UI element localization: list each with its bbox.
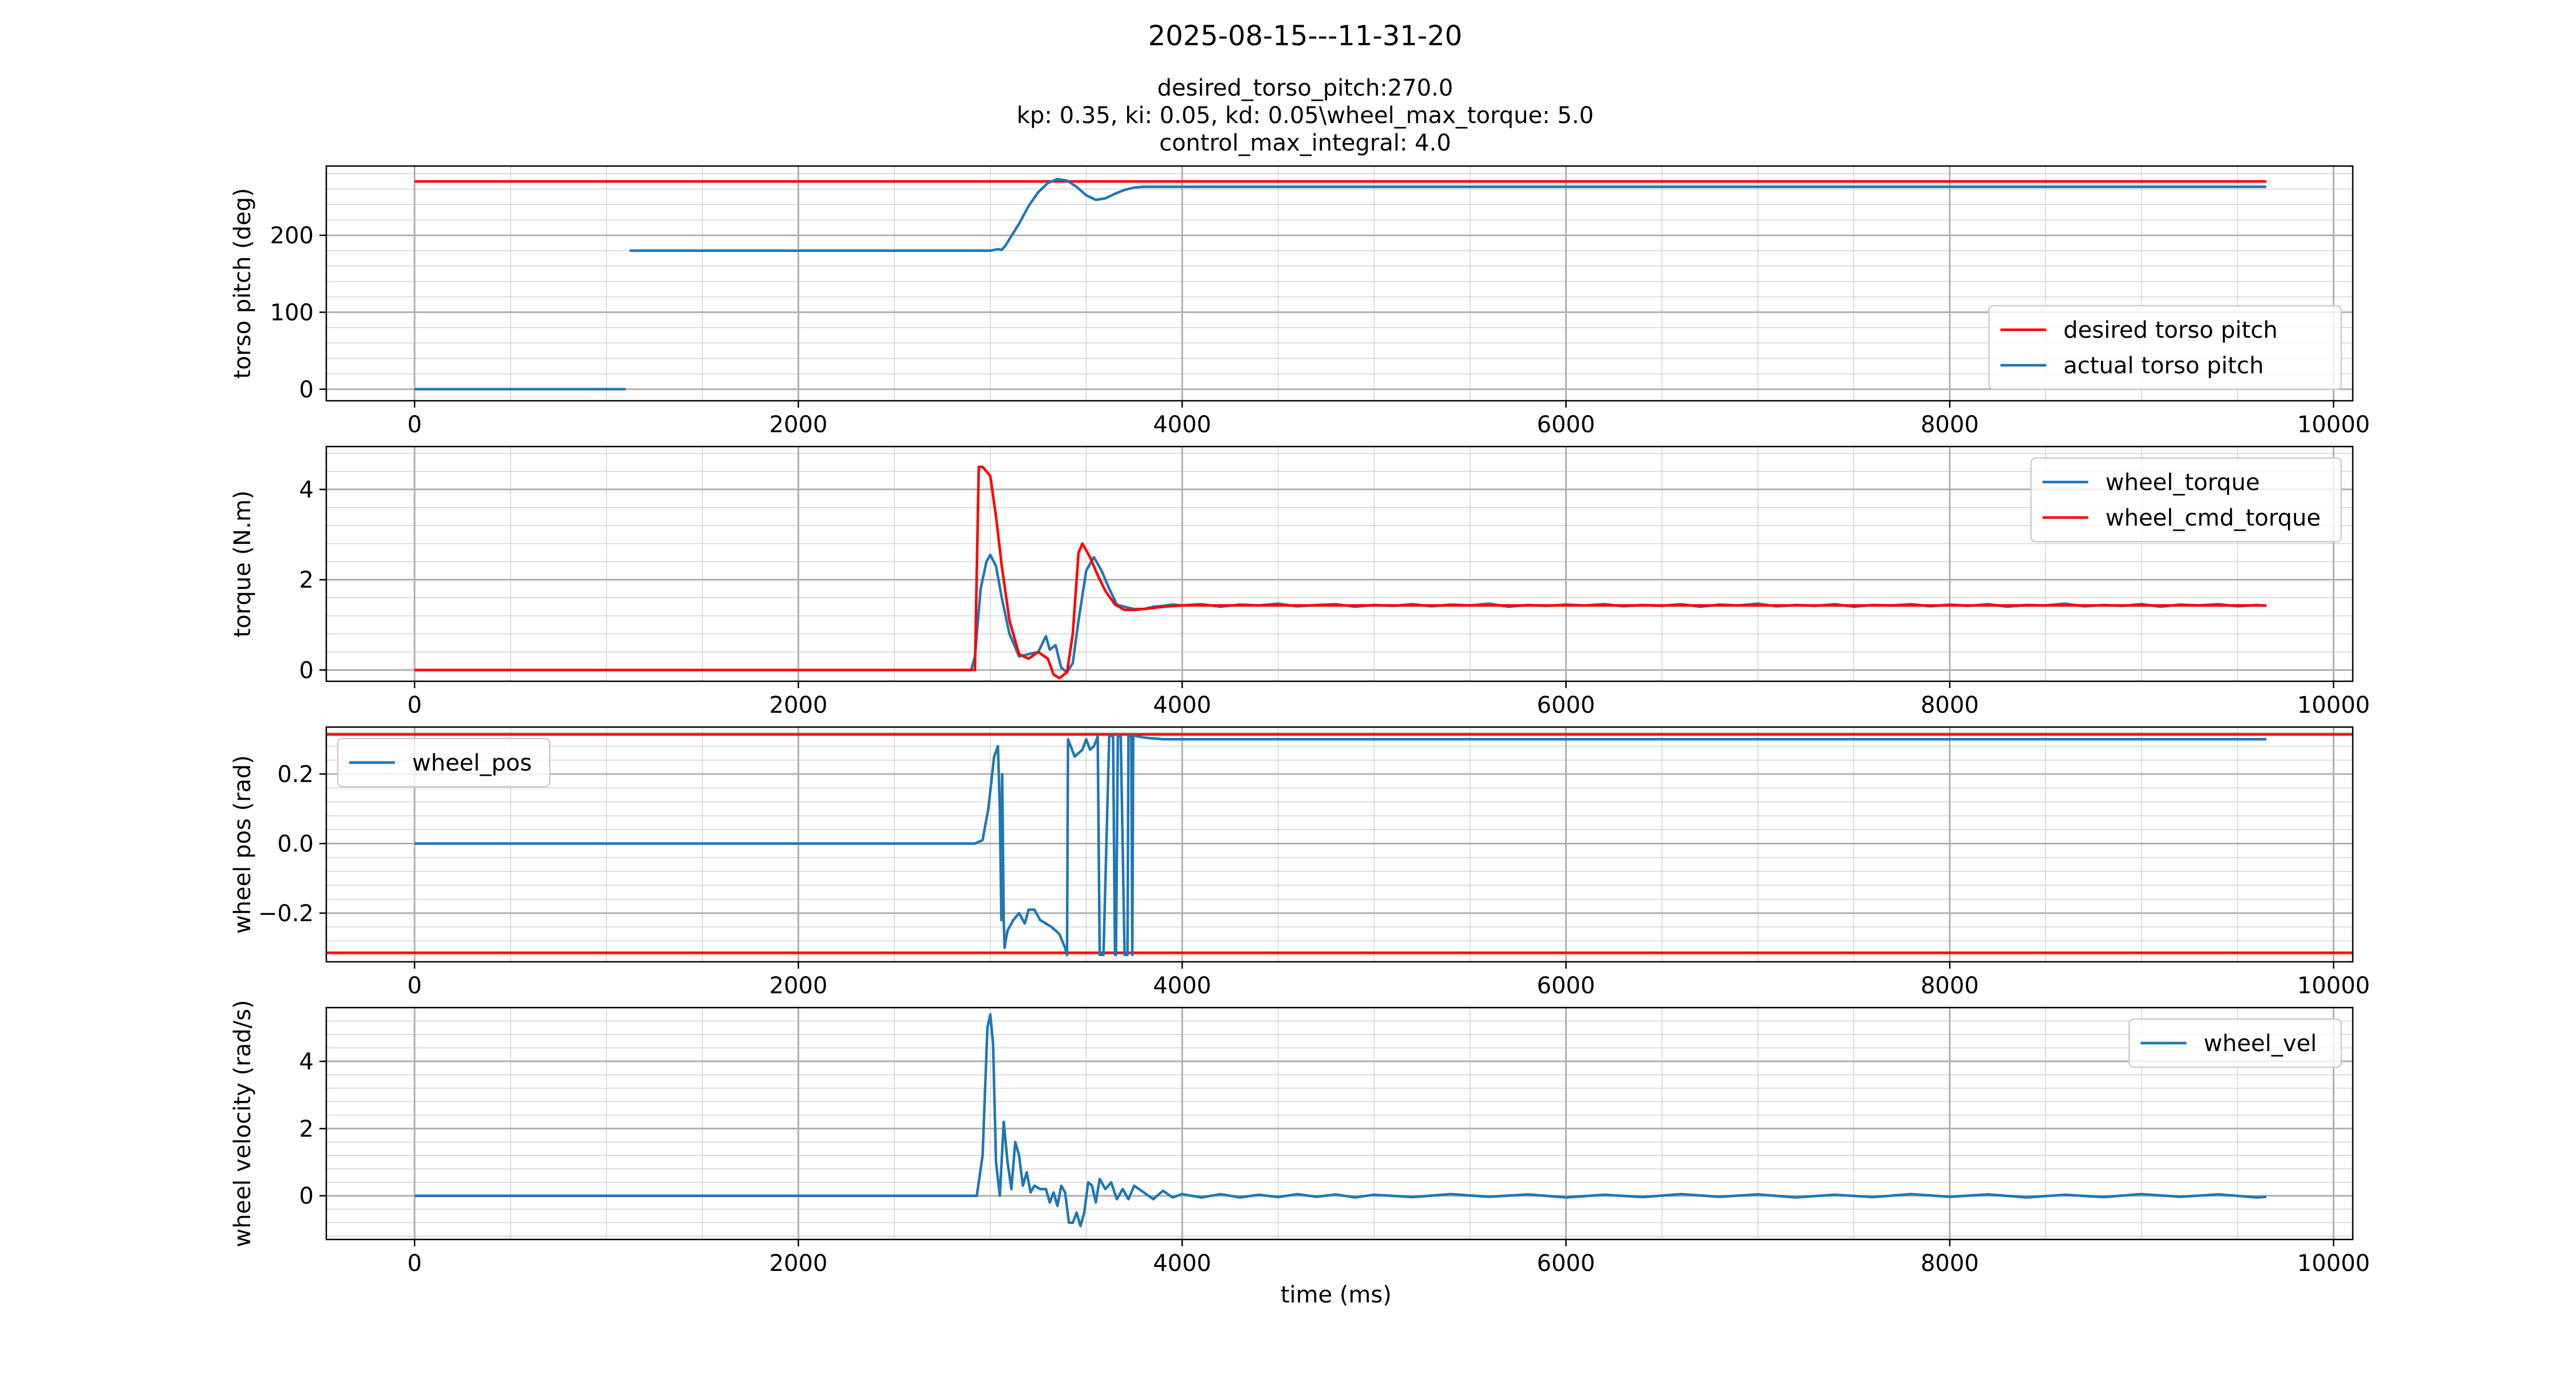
x-tick-label: 2000: [769, 412, 828, 438]
y-axis-label: torso pitch (deg): [230, 188, 256, 378]
legend: wheel_vel: [2128, 1018, 2342, 1068]
x-tick-label: 4000: [1153, 973, 1211, 999]
legend-label: desired torso pitch: [2064, 317, 2278, 344]
axes-frame: [325, 1006, 2354, 1241]
y-tick-label: 0.0: [277, 831, 314, 857]
legend-label: wheel_vel: [2204, 1030, 2317, 1057]
legend-label: wheel_cmd_torque: [2105, 505, 2321, 531]
axes-frame: [325, 165, 2354, 402]
y-tick-label: 4: [299, 477, 314, 503]
figure-title-line-1: desired_torso_pitch:270.0: [1157, 75, 1453, 101]
axes-frame: [325, 726, 2354, 963]
legend-box: [2030, 457, 2342, 543]
y-axis-label: torque (N.m): [230, 491, 256, 638]
figure-suptitle: 2025-08-15---11-31-20: [1148, 20, 1463, 52]
legend-label: wheel_pos: [412, 750, 532, 776]
x-tick-label: 0: [407, 692, 421, 718]
axes-3: 0 2000 4000 6000 8000 10000 −0.2 0.0 0.2 wheel po…: [230, 726, 2370, 999]
series-line-wheel-vel: [414, 1013, 2267, 1227]
y-tick-label: 2: [299, 567, 314, 594]
legend-box: [2128, 1018, 2342, 1068]
y-tick-label: 0: [299, 1183, 314, 1210]
series-line-actual-torso-pitch-seg2: [629, 177, 2267, 252]
x-tick-label: 10000: [2297, 973, 2370, 999]
x-tick-label: 6000: [1537, 973, 1595, 999]
x-tick-label: 8000: [1921, 1250, 1979, 1277]
x-tick-label: 2000: [769, 1250, 828, 1277]
y-tick-label: 2: [299, 1116, 314, 1142]
y-tick-label: 100: [270, 299, 314, 326]
x-tick-label: 0: [407, 1250, 421, 1277]
legend-label: wheel_torque: [2105, 469, 2260, 496]
x-tick-label: 2000: [769, 973, 828, 999]
x-tick-label: 4000: [1153, 692, 1211, 718]
series-line-wheel-cmd-torque: [414, 465, 2267, 680]
axes-2: 0 2000 4000 6000 8000 10000 0 2 4 torque (N.m) whe…: [230, 445, 2370, 718]
x-tick-label: 8000: [1921, 412, 1979, 438]
series-line-wheel-pos: [414, 734, 2267, 957]
x-tick-label: 8000: [1921, 692, 1979, 718]
figure-title-line-3: control_max_integral: 4.0: [1159, 130, 1451, 156]
x-tick-label: 10000: [2297, 412, 2370, 438]
x-tick-label: 4000: [1153, 1250, 1211, 1277]
figure-title-line-2: kp: 0.35, ki: 0.05, kd: 0.05\wheel_max_t…: [1017, 102, 1594, 129]
x-tick-label: 6000: [1537, 412, 1595, 438]
x-tick-label: 0: [407, 412, 421, 438]
x-tick-label: 4000: [1153, 412, 1211, 438]
legend-label: actual torso pitch: [2064, 353, 2264, 379]
y-tick-label: 0: [299, 377, 314, 403]
y-tick-label: 0.2: [277, 761, 314, 788]
legend-box: [337, 737, 551, 788]
y-axis-label: wheel velocity (rad/s): [230, 1000, 256, 1247]
x-tick-label: 8000: [1921, 973, 1979, 999]
x-tick-label: 6000: [1537, 692, 1595, 718]
y-tick-label: 4: [299, 1049, 314, 1075]
y-tick-label: 0: [299, 657, 314, 684]
axes-4: 0 2000 4000 6000 8000 10000 0 2 4 wheel velocity …: [230, 1000, 2370, 1277]
y-tick-label: 200: [270, 223, 314, 249]
x-tick-label: 10000: [2297, 692, 2370, 718]
axes-1: 0 2000 4000 6000 8000 10000 0 100 200 torso pitch…: [230, 165, 2370, 438]
x-axis-label: time (ms): [1281, 1282, 1392, 1308]
x-tick-label: 10000: [2297, 1250, 2370, 1277]
legend-box: [1988, 305, 2342, 390]
y-axis-label: wheel pos (rad): [230, 755, 256, 934]
x-tick-label: 0: [407, 973, 421, 999]
x-tick-label: 6000: [1537, 1250, 1595, 1277]
y-tick-label: −0.2: [258, 901, 314, 927]
axes-frame: [325, 445, 2354, 682]
legend: wheel_torque wheel_cmd_torque: [2030, 457, 2342, 543]
legend: wheel_pos: [337, 737, 551, 788]
x-tick-label: 2000: [769, 692, 828, 718]
legend: desired torso pitch actual torso pitch: [1988, 305, 2342, 390]
